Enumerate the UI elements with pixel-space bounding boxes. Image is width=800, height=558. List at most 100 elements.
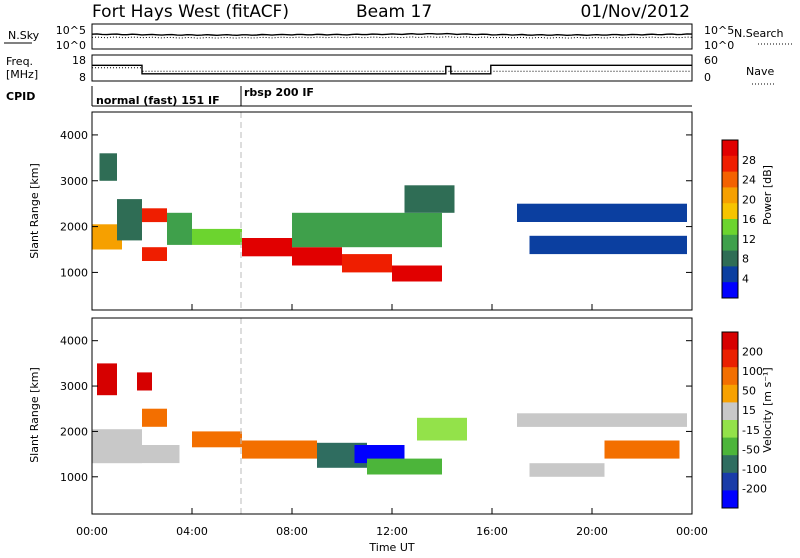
- velocity-colorbar-segment-0: [722, 332, 738, 351]
- noise-tick-right-top: 10^5: [704, 24, 734, 37]
- power-colorbar-segment-4: [722, 203, 738, 220]
- x-tick-0: 00:00: [76, 525, 108, 538]
- velocity-y-tick-0: 4000: [60, 335, 88, 348]
- noise-tick-right-bottom: 10^0: [704, 39, 734, 52]
- velocity-colorbar-frame: [721, 331, 739, 509]
- freq-tick-left-bottom: 8: [79, 71, 86, 84]
- power-colorbar-segment-6: [722, 234, 738, 252]
- velocity-colorbar-segment-2: [722, 367, 738, 386]
- cpid-mode-2: rbsp 200 IF: [244, 86, 314, 99]
- power-region-8: [292, 247, 342, 266]
- power-colorbar: 28 24 20 16 12 8 4: [721, 139, 756, 299]
- velocity-region-8: [354, 445, 405, 464]
- velocity-y-label: Slant Range [km]: [28, 367, 41, 463]
- cpid-mode-1: normal (fast) 151 IF: [96, 94, 220, 107]
- beam-label: Beam 17: [356, 2, 432, 22]
- velocity-colorbar-segment-4: [722, 402, 738, 421]
- freq-tick-right-bottom: 0: [704, 71, 711, 84]
- x-tick-3: 12:00: [376, 525, 408, 538]
- x-tick-2: 08:00: [276, 525, 308, 538]
- power-region-3: [142, 208, 167, 223]
- x-tick-4: 16:00: [476, 525, 508, 538]
- x-tick-1: 04:00: [176, 525, 208, 538]
- power-colorbar-tick-3: 16: [742, 213, 756, 226]
- velocity-region-13: [529, 463, 605, 477]
- x-axis-label: Time UT: [368, 541, 414, 554]
- power-colorbar-tick-4: 12: [742, 233, 756, 246]
- freq-series: [92, 64, 692, 75]
- freq-label-line2: [MHz]: [6, 68, 38, 81]
- power-region-6: [192, 228, 242, 245]
- power-colorbar-tick-5: 8: [742, 253, 749, 266]
- velocity-colorbar-label: Velocity [m s⁻¹]: [761, 367, 774, 452]
- freq-tick-left-top: 18: [72, 54, 86, 67]
- x-tick-5: 20:00: [576, 525, 608, 538]
- velocity-y-ticks: 4000 3000 2000 1000: [60, 335, 692, 484]
- velocity-region-2: [137, 372, 152, 391]
- nave-series: [92, 67, 692, 72]
- power-colorbar-label: Power [dB]: [761, 165, 774, 225]
- power-panel: 4000 3000 2000 1000 Slant Range [km] 28 24 20…: [28, 111, 774, 311]
- power-region-2: [117, 199, 142, 241]
- velocity-colorbar-tick-6: -100: [742, 463, 767, 476]
- velocity-region-6: [242, 440, 317, 459]
- freq-frame: [91, 54, 693, 82]
- power-colorbar-frame: [721, 139, 739, 299]
- cpid-label: CPID: [6, 90, 35, 103]
- velocity-colorbar-segment-3: [722, 384, 738, 403]
- power-y-tick-1: 3000: [60, 175, 88, 188]
- date-label: 01/Nov/2012: [580, 2, 690, 22]
- time-axis: 00:00 04:00 08:00 12:00 16:00 20:00 00:00: [76, 304, 708, 538]
- power-scatter: [92, 153, 687, 282]
- power-colorbar-tick-2: 20: [742, 193, 756, 206]
- velocity-colorbar-tick-2: 50: [742, 385, 756, 398]
- velocity-colorbar-segment-1: [722, 349, 738, 368]
- power-colorbar-segment-5: [722, 219, 738, 236]
- velocity-region-12: [604, 440, 680, 459]
- velocity-region-4: [142, 445, 180, 464]
- velocity-colorbar-segment-5: [722, 420, 738, 439]
- noise-frame: [91, 23, 693, 50]
- velocity-region-10: [417, 417, 467, 441]
- velocity-colorbar-segment-9: [722, 490, 738, 509]
- power-region-1: [99, 153, 117, 181]
- velocity-colorbar-tick-7: -200: [742, 482, 767, 495]
- velocity-colorbar-segment-6: [722, 437, 738, 456]
- power-colorbar-tick-6: 4: [742, 272, 749, 285]
- freq-label-line1: Freq.: [6, 55, 33, 68]
- velocity-region-1: [97, 363, 117, 396]
- noise-tick-left-top: 10^5: [56, 24, 86, 37]
- power-y-label: Slant Range [km]: [28, 163, 41, 259]
- power-y-tick-2: 2000: [60, 221, 88, 234]
- power-region-4: [142, 247, 167, 261]
- velocity-region-3: [142, 408, 167, 427]
- power-region-10: [392, 265, 442, 282]
- velocity-region-5: [192, 431, 242, 448]
- noise-sky-label: N.Sky: [8, 29, 40, 42]
- velocity-y-tick-2: 2000: [60, 425, 88, 438]
- noise-search-label: N.Search: [734, 27, 784, 40]
- power-colorbar-segment-0: [722, 140, 738, 157]
- power-colorbar-tick-1: 24: [742, 174, 756, 187]
- power-y-tick-3: 1000: [60, 266, 88, 279]
- power-region-12: [404, 185, 455, 213]
- power-colorbar-segment-2: [722, 171, 738, 188]
- power-region-13: [517, 203, 687, 222]
- velocity-colorbar: 200 100 50 15 -15 -50 -100 -200: [721, 331, 767, 509]
- power-y-ticks: 4000 3000 2000 1000: [60, 129, 692, 279]
- noise-search-series: [91, 36, 693, 39]
- velocity-y-tick-1: 3000: [60, 380, 88, 393]
- velocity-scatter: [92, 363, 687, 477]
- velocity-colorbar-tick-0: 200: [742, 346, 763, 359]
- power-y-tick-0: 4000: [60, 129, 88, 142]
- velocity-region-0: [92, 429, 142, 464]
- power-colorbar-segment-8: [722, 266, 738, 283]
- velocity-colorbar-tick-1: 100: [742, 365, 763, 378]
- power-region-11: [292, 212, 442, 248]
- velocity-colorbar-tick-3: 15: [742, 404, 756, 417]
- velocity-region-11: [517, 413, 687, 427]
- nave-label: Nave: [746, 65, 774, 78]
- velocity-colorbar-tick-4: -15: [742, 424, 760, 437]
- power-colorbar-segment-1: [722, 155, 738, 173]
